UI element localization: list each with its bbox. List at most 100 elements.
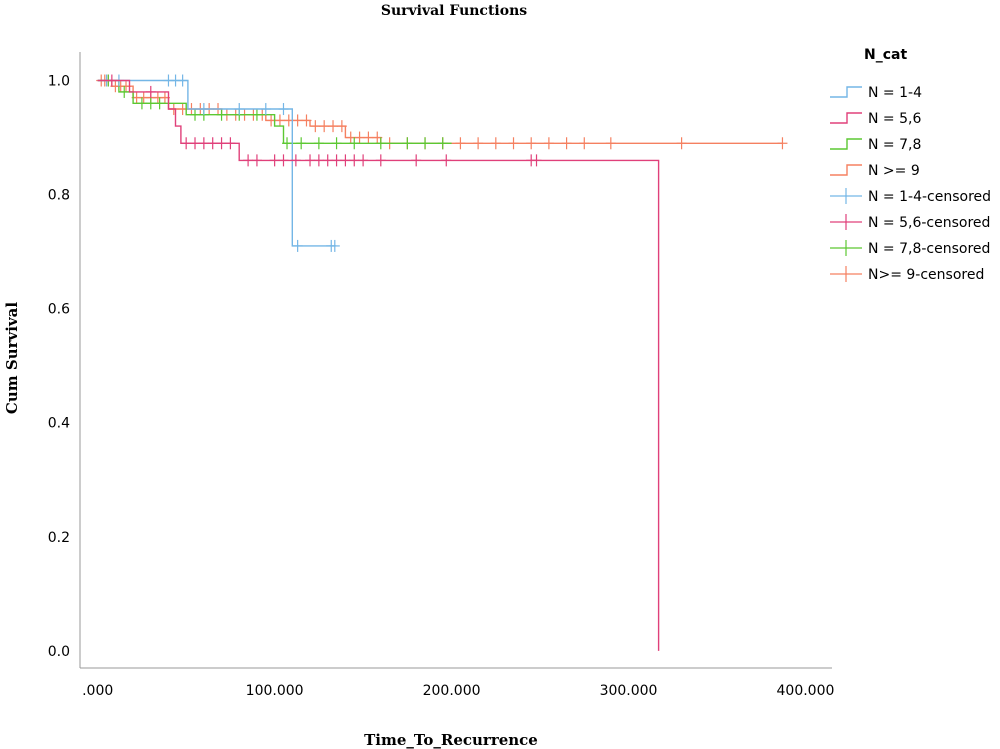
censor-mark xyxy=(331,154,342,167)
legend-label: N = 5,6 xyxy=(868,111,921,127)
legend-item: N = 7,8 xyxy=(830,137,921,153)
censor-mark xyxy=(119,85,130,98)
legend-item: N>= 9-censored xyxy=(830,266,984,283)
censor-mark xyxy=(190,137,201,150)
legend-swatch-censor xyxy=(830,214,862,230)
y-tick-label: 0.6 xyxy=(48,302,70,318)
x-tick-label: 200.000 xyxy=(423,683,481,699)
legend-title: N_cat xyxy=(864,47,907,63)
censor-mark xyxy=(508,137,519,150)
x-tick-label: .000 xyxy=(82,683,113,699)
censor-mark xyxy=(269,154,280,167)
legend-item: N = 5,6 xyxy=(830,111,921,127)
censor-mark xyxy=(319,120,330,133)
censor-mark xyxy=(296,137,307,150)
censor-mark xyxy=(260,103,271,116)
censor-mark xyxy=(329,239,340,252)
censor-mark xyxy=(375,137,386,150)
legend: N = 1-4 N = 5,6 N = 7,8 N >= 9 N = 1-4-censo… xyxy=(830,85,991,283)
legend-label: N = 1-4 xyxy=(868,85,922,101)
legend-swatch-step xyxy=(830,112,862,124)
y-tick-label: 0.8 xyxy=(48,188,70,204)
censor-mark xyxy=(473,137,484,150)
censor-mark xyxy=(526,137,537,150)
censor-mark xyxy=(411,154,422,167)
censor-mark xyxy=(225,137,236,150)
censor-mark xyxy=(274,114,285,127)
y-axis-title: Cum Survival xyxy=(3,302,21,414)
censor-mark xyxy=(331,137,342,150)
censor-mark xyxy=(349,154,360,167)
censor-mark xyxy=(579,137,590,150)
censor-mark xyxy=(292,239,303,252)
chart-title: Survival Functions xyxy=(381,3,527,19)
censor-mark xyxy=(216,137,227,150)
censor-mark xyxy=(437,137,448,150)
censor-mark xyxy=(145,97,156,110)
censor-mark xyxy=(177,74,188,87)
censor-mark xyxy=(543,137,554,150)
legend-label: N = 7,8 xyxy=(868,137,921,153)
legend-item: N >= 9 xyxy=(830,163,920,179)
censor-mark xyxy=(313,154,324,167)
legend-label: N = 7,8-censored xyxy=(868,241,990,257)
censor-mark xyxy=(251,108,262,121)
y-ticks: 0.0 0.2 0.4 0.6 0.8 1.0 xyxy=(48,74,70,660)
censor-mark xyxy=(136,97,147,110)
censor-mark xyxy=(561,137,572,150)
censor-mark xyxy=(278,154,289,167)
censor-mark xyxy=(282,137,293,150)
censor-mark xyxy=(455,137,466,150)
censor-mark xyxy=(605,137,616,150)
series-0 xyxy=(97,74,340,252)
legend-swatch-step xyxy=(830,164,862,176)
censor-mark xyxy=(145,85,156,98)
x-tick-label: 300.000 xyxy=(600,683,658,699)
y-tick-label: 1.0 xyxy=(48,74,70,90)
legend-swatch-censor xyxy=(830,188,862,204)
y-tick-label: 0.2 xyxy=(48,530,70,546)
censor-mark xyxy=(358,154,369,167)
censor-mark xyxy=(402,137,413,150)
censor-mark xyxy=(181,137,192,150)
survival-step-line xyxy=(97,79,660,651)
legend-item: N = 7,8-censored xyxy=(830,240,990,257)
censor-mark xyxy=(531,154,542,167)
censor-mark xyxy=(328,120,339,133)
censor-mark xyxy=(676,137,687,150)
censor-mark xyxy=(441,154,452,167)
y-tick-label: 0.0 xyxy=(48,644,70,660)
series-1 xyxy=(97,74,660,651)
censor-mark xyxy=(234,103,245,116)
x-tick-label: 100.000 xyxy=(246,683,304,699)
censor-mark xyxy=(420,137,431,150)
censor-mark xyxy=(198,137,209,150)
censor-mark xyxy=(292,114,303,127)
survival-step-line xyxy=(97,79,335,247)
censor-mark xyxy=(363,131,374,144)
x-ticks: .000 100.000 200.000 300.000 400.000 xyxy=(82,683,834,699)
legend-label: N >= 9 xyxy=(868,163,920,179)
legend-swatch-step xyxy=(830,86,862,98)
censor-mark xyxy=(349,137,360,150)
censor-mark xyxy=(106,74,117,87)
legend-item: N = 5,6-censored xyxy=(830,214,990,231)
survival-step-line xyxy=(97,79,452,145)
censor-mark xyxy=(336,120,347,133)
series-2 xyxy=(97,74,452,150)
censor-mark xyxy=(313,137,324,150)
y-tick-label: 0.4 xyxy=(48,416,70,432)
censor-mark xyxy=(777,137,788,150)
censor-mark xyxy=(310,120,321,133)
censor-mark xyxy=(278,103,289,116)
series-3 xyxy=(96,74,788,150)
censor-mark xyxy=(340,154,351,167)
censor-mark xyxy=(305,154,316,167)
legend-label: N>= 9-censored xyxy=(868,267,984,283)
plot-series xyxy=(96,74,788,651)
censor-mark xyxy=(243,154,254,167)
censor-mark xyxy=(198,103,209,116)
censor-mark xyxy=(354,131,365,144)
legend-swatch-censor xyxy=(830,240,862,256)
